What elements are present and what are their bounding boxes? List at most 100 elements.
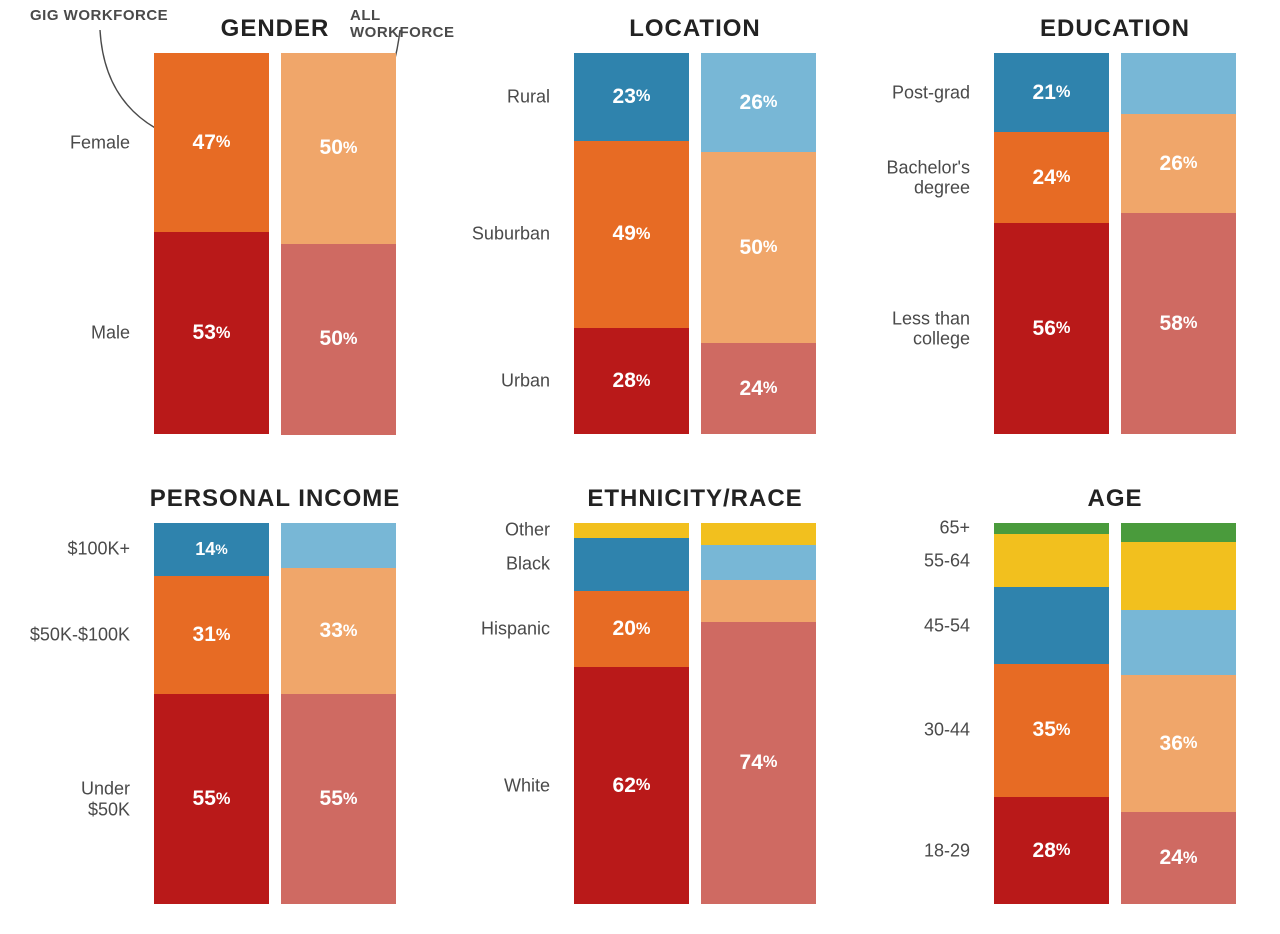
panel-body: Female Male 47%53%50%50% xyxy=(30,53,410,435)
panel-body: OtherBlackHispanicWhite20%62%74% xyxy=(450,523,830,905)
segment: 26% xyxy=(1121,114,1236,213)
panel-location: LOCATIONRuralSuburbanUrban23%49%28%26%50… xyxy=(450,15,830,435)
segment-value: 14 xyxy=(195,539,215,560)
gig-stack: 47%53% xyxy=(154,53,269,435)
segment: 28% xyxy=(574,328,689,435)
panel-body: RuralSuburbanUrban23%49%28%26%50%24% xyxy=(450,53,830,435)
segment: 20% xyxy=(574,591,689,667)
segment-value: 50 xyxy=(740,236,763,260)
bars-container: 47%53%50%50% xyxy=(140,53,410,435)
category-label: 45-54 xyxy=(924,615,970,636)
category-label: Hispanic xyxy=(481,619,550,640)
bars-container: 23%49%28%26%50%24% xyxy=(560,53,830,435)
gig-stack: 14%31%55% xyxy=(154,523,269,905)
segment: 58% xyxy=(1121,213,1236,434)
all-stack: 33%55% xyxy=(281,523,396,905)
segment: 14% xyxy=(154,523,269,576)
category-label: Under $50K xyxy=(81,778,130,819)
segment: 31% xyxy=(154,576,269,694)
segment-value: 62 xyxy=(613,774,636,798)
panel-gender: GIG WORKFORCEALL WORKFORCE GENDERFemaleM… xyxy=(30,15,410,435)
segment-value: 36 xyxy=(1160,732,1183,756)
segment xyxy=(701,523,816,546)
segment-value: 58 xyxy=(1160,312,1183,336)
segment: 50% xyxy=(281,244,396,435)
panel-title: AGE xyxy=(870,485,1250,513)
segment-value: 26 xyxy=(740,91,763,115)
category-label: Other xyxy=(505,520,550,541)
category-label: 55-64 xyxy=(924,550,970,571)
segment: 50% xyxy=(281,53,396,244)
category-label: 65+ xyxy=(939,518,970,539)
gig-stack: 35%28% xyxy=(994,523,1109,905)
panel-body: $100K+$50K-$100KUnder $50K14%31%55%33%55… xyxy=(30,523,410,905)
segment: 49% xyxy=(574,141,689,328)
segment-value: 56 xyxy=(1033,317,1056,341)
category-label: 30-44 xyxy=(924,720,970,741)
bars-container: 21%24%56%26%58% xyxy=(980,53,1250,435)
category-label: Less than college xyxy=(892,308,970,349)
segment: 26% xyxy=(701,53,816,152)
segment-value: 74 xyxy=(740,751,763,775)
segment: 53% xyxy=(154,232,269,434)
segment: 50% xyxy=(701,152,816,343)
category-label: 18-29 xyxy=(924,840,970,861)
segment xyxy=(574,538,689,591)
category-label: Rural xyxy=(507,87,550,108)
segment xyxy=(281,523,396,569)
segment-value: 33 xyxy=(320,619,343,643)
segment: 62% xyxy=(574,667,689,904)
all-stack: 74% xyxy=(701,523,816,905)
bars-container: 35%28%36%24% xyxy=(980,523,1250,905)
segment-value: 21 xyxy=(1033,81,1056,105)
panel-body: 65+55-6445-5430-4418-2935%28%36%24% xyxy=(870,523,1250,905)
segment xyxy=(994,534,1109,587)
segment-value: 35 xyxy=(1033,718,1056,742)
legend-all: ALL WORKFORCE xyxy=(350,7,454,41)
segment: 35% xyxy=(994,664,1109,798)
category-label: Post-grad xyxy=(892,82,970,103)
segment xyxy=(1121,523,1236,542)
segment-value: 50 xyxy=(320,136,343,160)
segment: 28% xyxy=(994,797,1109,904)
segment-value: 53 xyxy=(193,321,216,345)
category-label: Female xyxy=(70,132,130,153)
segment: 24% xyxy=(1121,812,1236,904)
category-label: Urban xyxy=(501,371,550,392)
segment xyxy=(1121,542,1236,611)
category-labels: Rural Suburban Urban xyxy=(450,53,560,435)
segment: 24% xyxy=(701,343,816,435)
segment-value: 55 xyxy=(320,787,343,811)
category-label: Bachelor's degree xyxy=(887,157,970,198)
bars-container: 14%31%55%33%55% xyxy=(140,523,410,905)
segment xyxy=(1121,610,1236,675)
segment: 47% xyxy=(154,53,269,232)
all-stack: 36%24% xyxy=(1121,523,1236,905)
segment-value: 47 xyxy=(193,131,216,155)
all-stack: 26%50%24% xyxy=(701,53,816,435)
category-labels: 65+55-6445-5430-4418-29 xyxy=(870,523,980,905)
all-stack: 50%50% xyxy=(281,53,396,435)
segment xyxy=(574,523,689,538)
segment: 23% xyxy=(574,53,689,141)
segment: 24% xyxy=(994,132,1109,223)
gig-stack: 20%62% xyxy=(574,523,689,905)
segment-value: 24 xyxy=(1160,846,1183,870)
segment-value: 28 xyxy=(1033,839,1056,863)
category-labels: Female Male xyxy=(30,53,140,435)
panel-title: ETHNICITY/RACE xyxy=(450,485,830,513)
category-labels: Post-grad Bachelor's degree Less than coll… xyxy=(870,53,980,435)
category-label: $100K+ xyxy=(67,539,130,560)
segment xyxy=(994,523,1109,534)
category-label: Suburban xyxy=(472,224,550,245)
segment-value: 31 xyxy=(193,623,216,647)
panel-education: EDUCATIONPost-gradBachelor's degreeLess … xyxy=(870,15,1250,435)
segment-value: 49 xyxy=(613,222,636,246)
category-label: Male xyxy=(91,323,130,344)
segment: 36% xyxy=(1121,675,1236,812)
segment-value: 24 xyxy=(740,377,763,401)
segment: 56% xyxy=(994,223,1109,435)
segment: 21% xyxy=(994,53,1109,132)
legend-gig: GIG WORKFORCE xyxy=(30,7,168,24)
panel-body: Post-grad Bachelor's degree Less than coll… xyxy=(870,53,1250,435)
